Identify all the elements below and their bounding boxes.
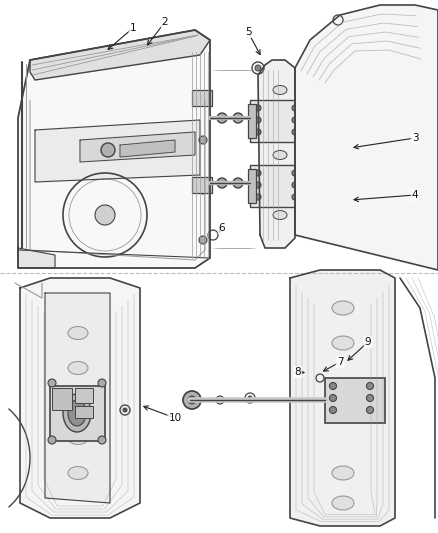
Circle shape — [329, 407, 336, 414]
Circle shape — [367, 407, 374, 414]
Text: 8: 8 — [295, 367, 301, 377]
Circle shape — [292, 194, 298, 200]
Circle shape — [255, 117, 261, 123]
Ellipse shape — [332, 336, 354, 350]
Circle shape — [48, 436, 56, 444]
Bar — [75, 406, 93, 418]
Text: 7: 7 — [337, 357, 343, 367]
Circle shape — [183, 391, 201, 409]
Circle shape — [329, 383, 336, 390]
Circle shape — [123, 408, 127, 412]
Ellipse shape — [273, 85, 287, 94]
Circle shape — [95, 205, 115, 225]
Text: 9: 9 — [365, 337, 371, 347]
Circle shape — [48, 379, 56, 387]
Circle shape — [199, 236, 207, 244]
Circle shape — [292, 170, 298, 176]
Bar — [250, 165, 305, 207]
Bar — [250, 100, 305, 142]
Text: 3: 3 — [412, 133, 418, 143]
Ellipse shape — [68, 400, 86, 426]
Text: 5: 5 — [245, 27, 251, 37]
Polygon shape — [290, 270, 395, 526]
Bar — [75, 388, 93, 403]
Text: 10: 10 — [169, 413, 182, 423]
Polygon shape — [120, 140, 175, 157]
Polygon shape — [80, 132, 195, 162]
Circle shape — [255, 65, 261, 71]
Ellipse shape — [68, 432, 88, 445]
Polygon shape — [18, 248, 55, 268]
Polygon shape — [35, 120, 200, 182]
Bar — [325, 378, 385, 423]
Circle shape — [188, 396, 196, 404]
Ellipse shape — [332, 496, 354, 510]
Bar — [192, 90, 212, 106]
Bar — [248, 169, 256, 203]
Circle shape — [255, 194, 261, 200]
Circle shape — [255, 129, 261, 135]
Ellipse shape — [63, 394, 91, 432]
Text: 6: 6 — [219, 223, 225, 233]
Text: 1: 1 — [130, 23, 136, 33]
Circle shape — [98, 379, 106, 387]
Ellipse shape — [273, 150, 287, 159]
Text: 2: 2 — [162, 17, 168, 27]
Circle shape — [292, 117, 298, 123]
Circle shape — [217, 113, 227, 123]
Polygon shape — [258, 60, 295, 248]
Text: 4: 4 — [412, 190, 418, 200]
Ellipse shape — [68, 327, 88, 340]
Circle shape — [199, 91, 207, 99]
Circle shape — [98, 436, 106, 444]
Bar — [52, 388, 72, 410]
Circle shape — [101, 143, 115, 157]
Circle shape — [292, 129, 298, 135]
Circle shape — [292, 105, 298, 111]
Circle shape — [217, 178, 227, 188]
Polygon shape — [20, 278, 140, 518]
Ellipse shape — [68, 466, 88, 480]
Circle shape — [255, 105, 261, 111]
Ellipse shape — [332, 301, 354, 315]
Ellipse shape — [68, 361, 88, 375]
Bar — [192, 177, 212, 193]
Circle shape — [199, 136, 207, 144]
Circle shape — [255, 170, 261, 176]
Bar — [248, 104, 256, 138]
Ellipse shape — [332, 466, 354, 480]
Polygon shape — [18, 30, 210, 268]
Bar — [50, 386, 105, 441]
Circle shape — [255, 182, 261, 188]
Polygon shape — [30, 30, 210, 80]
Ellipse shape — [273, 211, 287, 220]
Circle shape — [199, 186, 207, 194]
Circle shape — [233, 113, 243, 123]
Polygon shape — [45, 293, 110, 503]
Circle shape — [233, 178, 243, 188]
Circle shape — [367, 383, 374, 390]
Polygon shape — [295, 5, 438, 270]
Circle shape — [248, 396, 252, 400]
Circle shape — [292, 182, 298, 188]
Circle shape — [367, 394, 374, 401]
Circle shape — [329, 394, 336, 401]
